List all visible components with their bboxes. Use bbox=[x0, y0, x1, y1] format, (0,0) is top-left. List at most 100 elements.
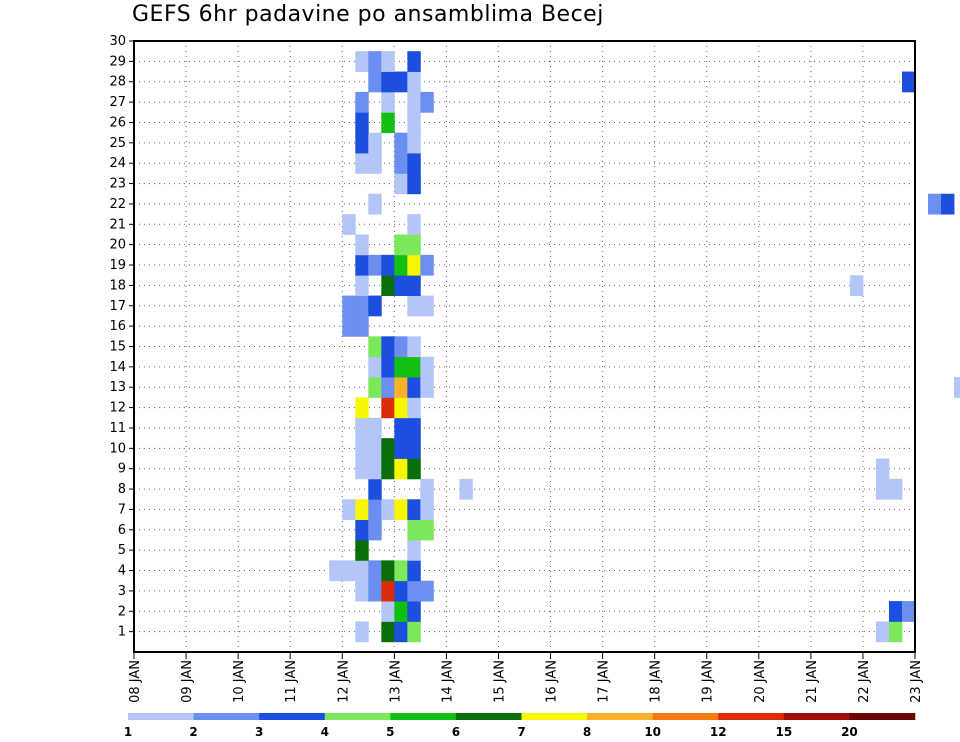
precip-cell bbox=[381, 377, 395, 398]
precip-cell bbox=[394, 621, 408, 643]
precip-cell bbox=[355, 295, 369, 317]
precip-cell bbox=[355, 580, 369, 602]
precip-cell bbox=[928, 193, 942, 215]
precip-cell bbox=[888, 478, 903, 500]
precip-cell bbox=[394, 499, 408, 521]
x-tick-label: 22 JAN bbox=[857, 660, 872, 703]
grid-lines bbox=[134, 40, 915, 652]
colorbar-label: 6 bbox=[452, 725, 460, 739]
precip-cell bbox=[394, 458, 408, 480]
precip-cell bbox=[420, 580, 434, 602]
x-tick-label: 10 JAN bbox=[232, 660, 247, 703]
precip-cell bbox=[381, 112, 395, 134]
y-tick-label: 26 bbox=[109, 115, 126, 130]
precip-cell bbox=[407, 173, 421, 195]
y-tick-label: 22 bbox=[109, 197, 126, 212]
precip-cell bbox=[875, 621, 890, 643]
precip-cell bbox=[407, 601, 421, 622]
precip-cell bbox=[901, 601, 916, 622]
colorbar-swatch bbox=[259, 713, 326, 720]
y-tick-label: 5 bbox=[118, 543, 126, 558]
precip-cell bbox=[901, 71, 916, 93]
y-tick-label: 11 bbox=[109, 421, 126, 436]
precip-cell bbox=[381, 621, 395, 643]
precip-cell bbox=[355, 539, 369, 561]
colorbar-swatch bbox=[718, 713, 785, 720]
precip-cell bbox=[342, 499, 356, 521]
precip-cell bbox=[420, 295, 434, 317]
precip-cell bbox=[941, 193, 955, 215]
precip-cell bbox=[407, 153, 421, 174]
precip-cell bbox=[394, 601, 408, 622]
precip-cell bbox=[368, 336, 382, 358]
precip-cell bbox=[407, 356, 421, 378]
y-tick-label: 12 bbox=[109, 401, 126, 416]
precip-cell bbox=[368, 560, 382, 582]
colorbar-label: 2 bbox=[189, 725, 197, 739]
x-tick-label: 13 JAN bbox=[388, 660, 403, 703]
precip-cell bbox=[394, 580, 408, 602]
precip-cell bbox=[407, 132, 421, 154]
colorbar-label: 1 bbox=[124, 725, 132, 739]
precip-cell bbox=[394, 377, 408, 398]
precip-cell bbox=[381, 51, 395, 72]
precip-cell bbox=[394, 254, 408, 276]
y-tick-label: 3 bbox=[118, 584, 126, 599]
y-tick-label: 19 bbox=[109, 258, 126, 273]
precip-cell bbox=[394, 132, 408, 154]
colorbar-swatch bbox=[324, 713, 391, 720]
colorbar-swatch bbox=[390, 713, 457, 720]
precip-cell bbox=[368, 478, 382, 500]
precip-cell bbox=[381, 458, 395, 480]
precip-cell bbox=[407, 71, 421, 93]
precip-cell bbox=[407, 458, 421, 480]
precip-cell bbox=[355, 234, 369, 256]
precip-cell bbox=[381, 580, 395, 602]
precip-cell bbox=[355, 519, 369, 541]
precip-cell bbox=[954, 377, 960, 398]
y-tick-label: 28 bbox=[109, 75, 126, 90]
precip-cell bbox=[355, 315, 369, 337]
precip-cell bbox=[420, 377, 434, 398]
y-tick-label: 17 bbox=[109, 299, 126, 314]
precip-cell bbox=[407, 254, 421, 276]
precip-cell bbox=[420, 478, 434, 500]
precip-cell bbox=[407, 51, 421, 72]
precip-cell bbox=[342, 295, 356, 317]
precip-cell bbox=[394, 438, 408, 459]
precip-cell bbox=[355, 254, 369, 276]
precip-cell bbox=[394, 560, 408, 582]
precip-cell bbox=[394, 71, 408, 93]
x-tick-label: 20 JAN bbox=[753, 660, 768, 703]
precip-cell bbox=[355, 91, 369, 113]
y-tick-label: 21 bbox=[109, 217, 126, 232]
precip-cell bbox=[407, 499, 421, 521]
precip-cell bbox=[381, 336, 395, 358]
colorbar-label: 4 bbox=[321, 725, 329, 739]
precip-cell bbox=[420, 499, 434, 521]
x-tick-label: 12 JAN bbox=[336, 660, 351, 703]
y-tick-label: 16 bbox=[109, 319, 126, 334]
y-tick-label: 15 bbox=[109, 340, 126, 355]
precip-cell bbox=[394, 275, 408, 296]
colorbar-swatch bbox=[128, 713, 194, 720]
y-tick-label: 18 bbox=[109, 278, 126, 293]
precip-cell bbox=[394, 173, 408, 195]
chart-title: GEFS 6hr padavine po ansamblima Becej bbox=[132, 2, 604, 27]
y-tick-label: 2 bbox=[118, 604, 126, 619]
colorbar-label: 8 bbox=[583, 725, 591, 739]
precip-cells bbox=[329, 51, 960, 643]
x-tick-label: 09 JAN bbox=[180, 660, 195, 703]
precip-cell bbox=[420, 254, 434, 276]
precip-cell bbox=[381, 254, 395, 276]
precip-cell bbox=[875, 458, 890, 480]
precip-cell bbox=[355, 112, 369, 134]
precip-cell bbox=[355, 417, 369, 439]
precip-cell bbox=[875, 478, 890, 500]
y-tick-label: 8 bbox=[118, 482, 126, 497]
y-tick-label: 25 bbox=[109, 136, 126, 151]
precip-cell bbox=[381, 356, 395, 378]
precip-cell bbox=[381, 438, 395, 459]
precip-cell bbox=[407, 91, 421, 113]
